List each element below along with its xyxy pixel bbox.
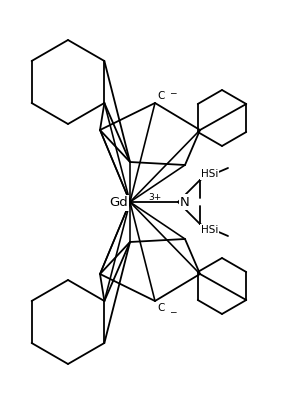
- Text: −: −: [169, 88, 177, 97]
- Text: Gd: Gd: [109, 196, 128, 209]
- Text: HSi: HSi: [201, 225, 218, 235]
- Text: 3+: 3+: [148, 192, 161, 202]
- Text: C: C: [157, 303, 164, 313]
- Text: C: C: [157, 91, 164, 101]
- Text: −: −: [169, 307, 177, 316]
- Text: N: N: [180, 196, 190, 209]
- Text: HSi: HSi: [201, 169, 218, 179]
